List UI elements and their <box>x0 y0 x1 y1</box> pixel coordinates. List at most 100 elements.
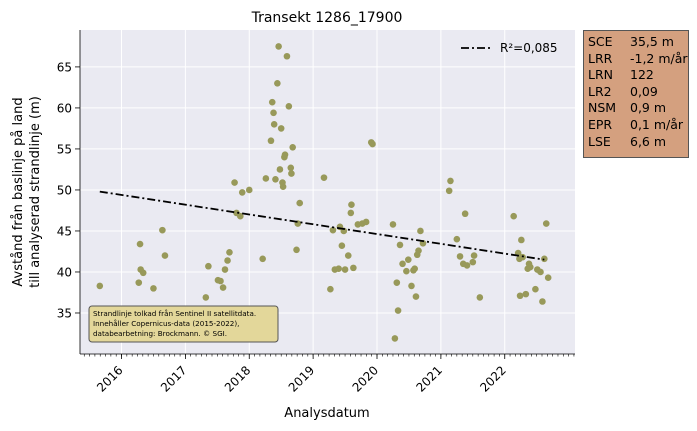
stat-row-lrr: LRR -1,2 m/år <box>588 51 688 68</box>
data-point <box>348 201 355 209</box>
stat-key: SCE <box>588 34 613 49</box>
y-tick-label: 45 <box>57 224 72 238</box>
data-point <box>335 265 342 272</box>
data-point <box>539 298 546 305</box>
data-point <box>447 177 454 185</box>
stat-value: 0,09 <box>630 83 658 99</box>
chart-title: Transekt 1286_17900 <box>251 10 403 26</box>
data-point <box>96 282 104 290</box>
data-point <box>289 143 296 151</box>
annotation-line-2: Innehåller Copernicus-data (2015-2022), <box>93 319 239 328</box>
data-point <box>159 226 166 234</box>
data-point <box>202 294 210 301</box>
data-point <box>270 121 278 128</box>
data-point <box>296 199 304 207</box>
data-point <box>362 218 370 226</box>
data-point <box>221 266 229 273</box>
regression-line <box>99 190 545 261</box>
data-point <box>403 267 410 275</box>
data-point <box>415 247 422 254</box>
data-point <box>393 279 401 286</box>
x-tick-label: 2018 <box>222 363 253 394</box>
data-point <box>139 269 147 277</box>
stat-value: 0,9 m <box>630 100 667 116</box>
data-point <box>281 151 289 158</box>
data-point <box>344 252 352 259</box>
data-point <box>404 256 412 263</box>
data-point <box>389 221 397 228</box>
data-point <box>347 209 355 217</box>
data-point <box>287 164 295 172</box>
data-point <box>245 186 253 194</box>
data-point <box>136 240 144 248</box>
x-axis-label: Analysdatum <box>284 406 369 421</box>
legend: R²=0,085 <box>461 41 558 55</box>
stat-key: LR2 <box>588 83 612 99</box>
stat-value: 6,6 m <box>630 133 667 149</box>
annotation-line-3: databearbetning: Brockmann. © SGI. <box>93 329 227 338</box>
y-axis-label-line-2: till analyserad strandlinje (m) <box>28 96 43 288</box>
x-tick-label: 2019 <box>286 363 317 394</box>
data-point <box>285 102 293 110</box>
stat-row-lse: LSE 6,6 m <box>588 134 688 151</box>
data-point <box>412 293 420 300</box>
data-point <box>219 284 227 291</box>
data-point <box>518 236 525 244</box>
data-point <box>396 241 404 249</box>
annotation-box <box>88 305 279 343</box>
data-point <box>327 285 334 293</box>
x-tick-label: 2022 <box>477 363 508 394</box>
stat-row-epr: EPR 0,1 m/år <box>588 117 688 134</box>
y-tick-label: 40 <box>57 265 72 279</box>
data-point <box>516 292 524 300</box>
stat-key: LSE <box>588 133 611 149</box>
stat-key: LRN <box>588 67 613 83</box>
data-point <box>275 43 282 50</box>
data-point <box>150 285 157 292</box>
data-point <box>231 179 238 186</box>
data-point <box>272 175 279 183</box>
plot-area <box>80 30 575 354</box>
data-point <box>544 274 552 282</box>
data-point <box>224 257 231 264</box>
stat-key: LRR <box>588 50 613 66</box>
data-point <box>320 174 328 181</box>
data-point <box>453 235 461 243</box>
stat-key: NSM <box>588 100 617 116</box>
data-point <box>463 262 471 269</box>
data-point <box>408 282 415 290</box>
data-point <box>510 212 517 220</box>
data-point <box>268 98 276 106</box>
data-point <box>259 255 266 263</box>
annotation-line-1: Strandlinje tolkad från Sentinel II sate… <box>93 309 256 318</box>
data-point <box>537 268 544 276</box>
x-tick-label: 2017 <box>158 363 189 394</box>
stat-row-nsm: NSM 0,9 m <box>588 100 688 117</box>
legend-label: R²=0,085 <box>500 41 558 55</box>
data-point <box>399 260 406 268</box>
data-point <box>542 220 550 227</box>
stat-value: -1,2 m/år <box>630 50 688 66</box>
statistics-box: SCE 35,5 m LRR -1,2 m/år LRN 122 LR2 0,09 NS… <box>583 30 689 158</box>
data-point <box>411 265 418 272</box>
data-point <box>394 307 402 314</box>
stat-key: EPR <box>588 116 613 132</box>
data-point <box>267 137 275 145</box>
data-point <box>456 253 464 260</box>
data-point <box>283 52 291 60</box>
data-point <box>445 187 453 195</box>
y-tick-label: 50 <box>57 183 72 197</box>
stat-row-lrn: LRN 122 <box>588 67 688 84</box>
x-tick-label: 2021 <box>413 363 444 394</box>
x-tick-label: 2020 <box>350 363 381 394</box>
data-point <box>274 80 281 87</box>
x-tick-label: 2016 <box>94 363 125 394</box>
data-point <box>470 252 478 259</box>
data-point <box>135 279 143 286</box>
data-point <box>522 290 530 298</box>
data-point <box>226 248 233 256</box>
data-point <box>461 210 469 218</box>
data-point <box>293 246 300 254</box>
stat-row-sce: SCE 35,5 m <box>588 34 688 51</box>
